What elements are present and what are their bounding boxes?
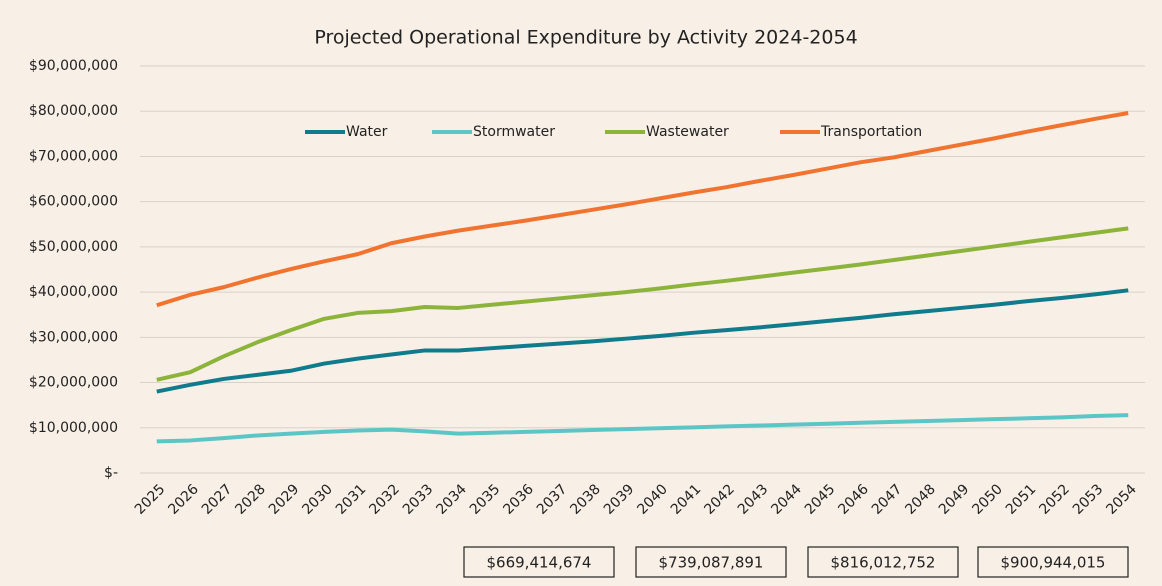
series-line (156, 288, 1129, 394)
series-line (156, 413, 1129, 444)
total-box (807, 546, 959, 578)
total-box (977, 546, 1129, 578)
y-tick-label: $- (104, 465, 118, 481)
total-label: $900,944,015 (1001, 554, 1106, 572)
total-label: $739,087,891 (659, 554, 764, 572)
series-line (156, 111, 1129, 308)
y-tick-label: $80,000,000 (29, 103, 118, 119)
y-tick-label: $20,000,000 (29, 375, 118, 391)
chart-title: Projected Operational Expenditure by Act… (314, 27, 857, 49)
y-tick-label: $30,000,000 (29, 329, 118, 345)
y-tick-label: $70,000,000 (29, 148, 118, 164)
legend-label: Water (346, 124, 388, 140)
legend-label: Wastewater (646, 124, 729, 140)
legend-label: Transportation (820, 124, 922, 140)
series-line (156, 226, 1129, 382)
y-tick-label: $90,000,000 (29, 58, 118, 74)
total-label: $816,012,752 (831, 554, 936, 572)
y-tick-label: $40,000,000 (29, 284, 118, 300)
legend-label: Stormwater (473, 124, 555, 140)
y-tick-label: $60,000,000 (29, 194, 118, 210)
total-box (463, 546, 615, 578)
y-tick-label: $10,000,000 (29, 420, 118, 436)
y-tick-label: $50,000,000 (29, 239, 118, 255)
total-label: $669,414,674 (487, 554, 592, 572)
total-box (635, 546, 787, 578)
